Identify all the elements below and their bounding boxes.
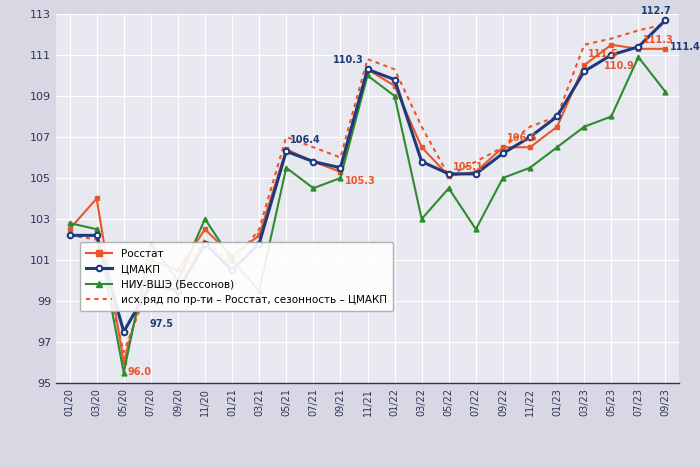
- Text: 112.7: 112.7: [640, 6, 671, 16]
- Text: 96.0: 96.0: [128, 367, 152, 376]
- Text: 111.5: 111.5: [589, 49, 619, 59]
- Text: 110.3: 110.3: [332, 55, 363, 65]
- Text: 106.5: 106.5: [507, 133, 538, 143]
- Text: 105.1: 105.1: [453, 162, 484, 172]
- Text: 106.4: 106.4: [290, 135, 321, 145]
- Text: 111.3: 111.3: [643, 35, 673, 45]
- Text: 97.5: 97.5: [150, 319, 174, 329]
- Text: 105.3: 105.3: [344, 176, 375, 186]
- Text: 111.4: 111.4: [670, 42, 700, 52]
- Text: 110.9: 110.9: [603, 61, 634, 71]
- Legend: Росстат, ЦМАКП, НИУ-ВШЭ (Бессонов), исх.ряд по пр-ти – Росстат, сезонность – ЦМА: Росстат, ЦМАКП, НИУ-ВШЭ (Бессонов), исх.…: [80, 242, 393, 311]
